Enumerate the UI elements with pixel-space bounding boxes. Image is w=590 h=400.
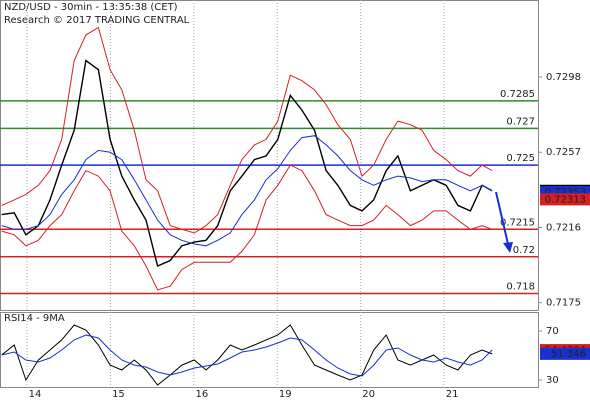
- rsi-title: RSI14 - 9MA: [4, 313, 65, 324]
- level-label: 0.7215: [500, 217, 535, 228]
- rsi-panel: [0, 312, 539, 388]
- price-marker: [540, 193, 590, 206]
- price-marker-label: 51.346: [551, 349, 586, 360]
- y-tick-label: 70: [546, 326, 559, 337]
- level-label: 0.727: [506, 116, 535, 127]
- level-label: 0.7285: [500, 89, 535, 100]
- x-tick-label: 20: [362, 389, 375, 400]
- chart-title: NZD/USD - 30min - 13:35:38 (CET): [4, 2, 178, 13]
- y-tick-label: 0.7298: [546, 72, 581, 83]
- price-panel: [0, 0, 539, 311]
- arrow-shaft: [495, 191, 509, 245]
- x-tick-label: 19: [279, 389, 292, 400]
- series-line: [1, 135, 493, 247]
- price-marker-label: 0.72313: [545, 194, 586, 205]
- series-line: [1, 164, 493, 291]
- x-tick-label: 21: [446, 389, 459, 400]
- y-tick-label: 0.7175: [546, 298, 581, 309]
- level-label: 0.725: [506, 153, 535, 164]
- y-tick-label: 0.7257: [546, 147, 581, 158]
- forecast-arrow: [495, 191, 513, 253]
- y-tick-label: 30: [546, 375, 559, 386]
- series-line: [1, 26, 493, 234]
- chart-subtitle: Research © 2017 TRADING CENTRAL: [4, 15, 190, 26]
- level-label: 0.72: [513, 245, 535, 256]
- x-tick-label: 15: [112, 389, 125, 400]
- series-line: [1, 334, 493, 377]
- series-line: [1, 59, 493, 267]
- level-label: 0.718: [506, 281, 535, 292]
- y-tick-label: 0.7216: [546, 222, 581, 233]
- price-marker-label: 0.72353: [545, 187, 586, 198]
- x-tick-label: 14: [29, 389, 42, 400]
- x-tick-label: 16: [195, 389, 208, 400]
- series-line: [1, 324, 493, 386]
- arrow-head: [503, 242, 513, 253]
- price-marker: [540, 347, 590, 360]
